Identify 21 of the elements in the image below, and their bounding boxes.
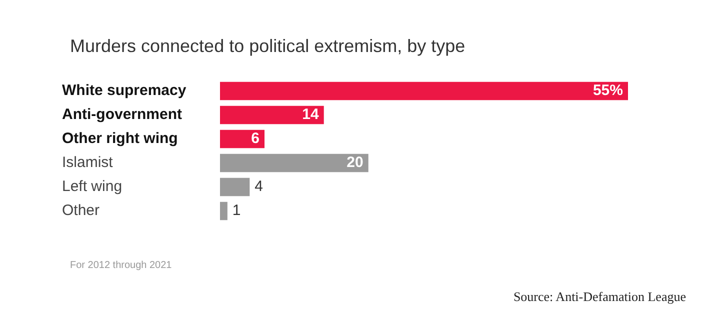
chart-title: Murders connected to political extremism, by type: [70, 36, 466, 57]
y-tick-label: Anti-government: [62, 106, 182, 124]
bar: [220, 202, 228, 220]
y-tick-label: Other: [62, 202, 100, 220]
bar: [220, 154, 368, 172]
bar: [220, 130, 265, 148]
y-tick-label: Left wing: [62, 178, 122, 196]
bar: [220, 106, 324, 124]
text: For 2012 through 2021: [70, 260, 172, 271]
data-label: 20: [346, 154, 364, 172]
y-tick-label: White supremacy: [62, 82, 187, 100]
source-note: Source: Anti-Defamation League: [513, 289, 686, 305]
y-tick-label: Other right wing: [62, 130, 178, 148]
data-label: 4: [254, 178, 264, 196]
data-label: 55%: [592, 82, 623, 100]
data-label: 1: [232, 202, 241, 220]
bar: [220, 82, 628, 100]
data-label: 14: [302, 106, 320, 124]
y-tick-label: Islamist: [62, 154, 114, 172]
bar: [220, 178, 250, 196]
data-label: 6: [251, 130, 260, 148]
